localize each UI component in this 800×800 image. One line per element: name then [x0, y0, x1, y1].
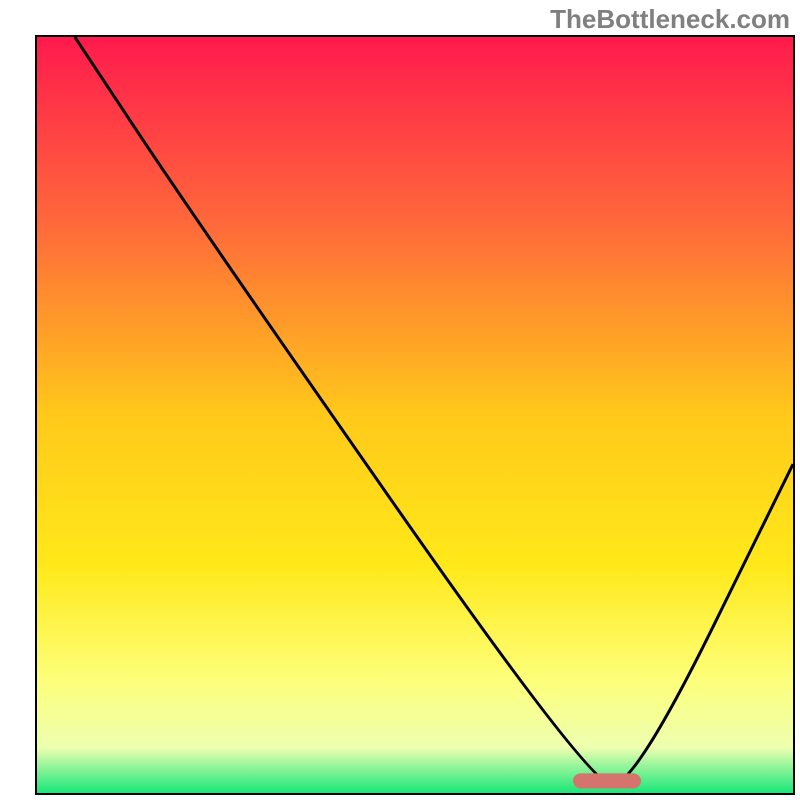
bottleneck-chart [0, 0, 800, 800]
optimal-zone-marker [573, 773, 641, 788]
attribution-label: TheBottleneck.com [550, 4, 790, 35]
